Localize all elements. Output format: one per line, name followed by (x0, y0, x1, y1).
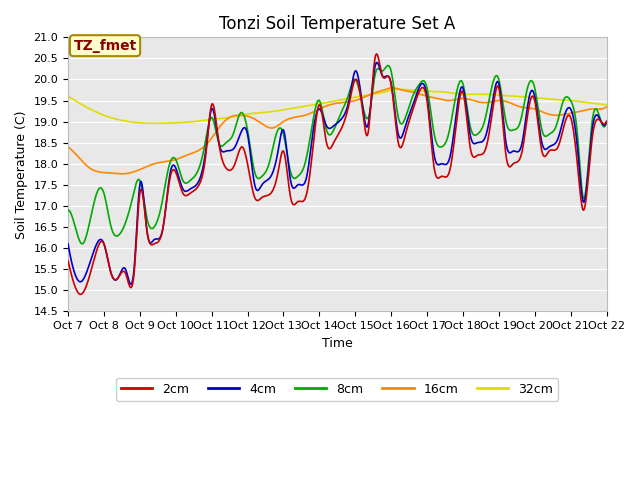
Text: TZ_fmet: TZ_fmet (74, 39, 137, 53)
Title: Tonzi Soil Temperature Set A: Tonzi Soil Temperature Set A (219, 15, 456, 33)
Y-axis label: Soil Temperature (C): Soil Temperature (C) (15, 110, 28, 239)
Legend: 2cm, 4cm, 8cm, 16cm, 32cm: 2cm, 4cm, 8cm, 16cm, 32cm (116, 378, 558, 401)
X-axis label: Time: Time (322, 336, 353, 349)
